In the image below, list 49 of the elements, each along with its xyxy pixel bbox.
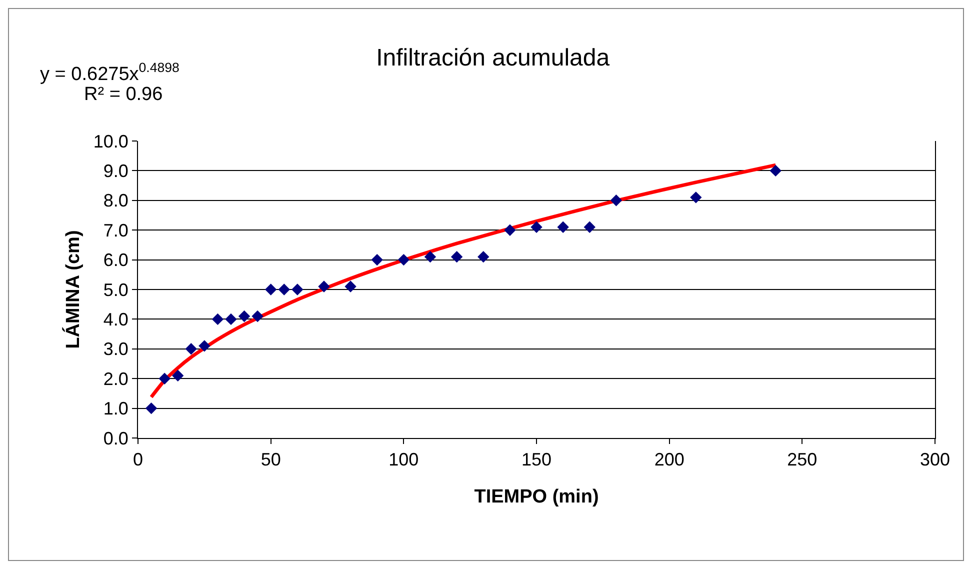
point (212, 313, 224, 326)
point (318, 280, 330, 292)
y-tick-label: 9.0 (103, 161, 128, 181)
point (198, 340, 210, 352)
y-tick-label: 7.0 (103, 220, 128, 240)
point (424, 250, 436, 263)
y-tick-label: 8.0 (103, 190, 128, 211)
point (610, 194, 622, 206)
point (584, 221, 596, 233)
x-tick-label: 100 (388, 450, 419, 470)
y-tick-label: 10.0 (93, 131, 128, 152)
y-tick-label: 6.0 (103, 250, 128, 270)
y-tick-label: 2.0 (103, 368, 128, 389)
y-tick-label: 1.0 (103, 398, 128, 419)
text: R² = 0.96 (84, 84, 163, 105)
point (450, 250, 463, 263)
point (504, 224, 516, 236)
point (264, 284, 277, 296)
chart-title: Infiltración acumulada (376, 44, 610, 72)
x-tick-label: 300 (920, 450, 950, 470)
x-axis-title: TIEMPO (min) (474, 486, 599, 508)
y-tick-label: 4.0 (103, 310, 128, 330)
point (478, 250, 490, 263)
y-tick-label: 0.0 (103, 428, 128, 448)
point (238, 310, 250, 322)
point (158, 372, 170, 384)
point (172, 370, 184, 382)
point (225, 313, 237, 326)
point (398, 254, 410, 266)
point (252, 310, 264, 322)
x-tick-label: 0 (132, 450, 144, 470)
point (371, 254, 383, 266)
point (145, 402, 158, 414)
x-tick-label: 250 (787, 450, 818, 470)
x-tick-label: 200 (654, 450, 684, 470)
text: y = 0.6275x$^{0.4898}$ (40, 60, 180, 85)
point (185, 343, 197, 355)
point (530, 221, 542, 233)
point (557, 221, 569, 233)
y-tick-label: 3.0 (103, 339, 128, 360)
point (690, 192, 702, 204)
point (292, 284, 304, 296)
y-axis-title: LÁMINA (cm) (62, 230, 84, 349)
point (770, 164, 782, 177)
point (278, 284, 290, 296)
y-tick-label: 5.0 (103, 280, 128, 300)
x-tick-label: 50 (260, 450, 281, 470)
point (344, 280, 356, 292)
x-tick-label: 150 (521, 450, 552, 470)
